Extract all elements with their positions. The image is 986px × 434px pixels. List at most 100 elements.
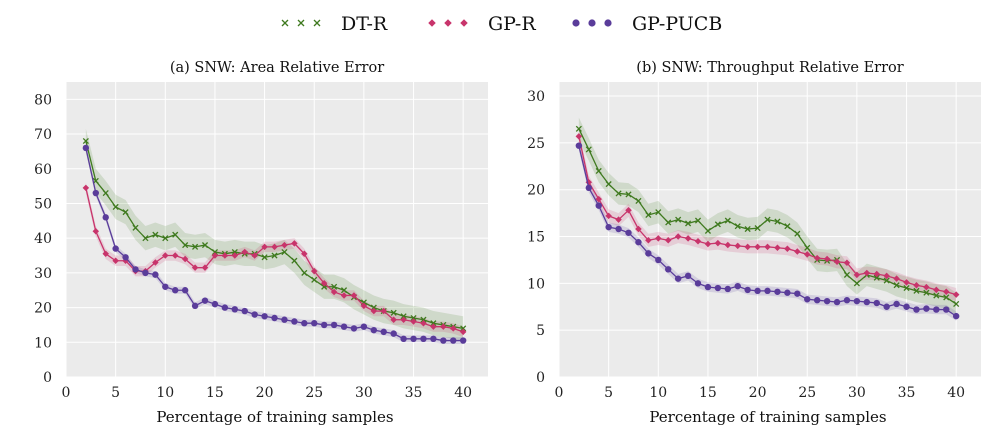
data-point-gp-r	[952, 291, 960, 298]
data-point-gp-pucb	[823, 297, 831, 305]
data-point-gp-r	[340, 292, 348, 299]
data-point-gp-pucb	[430, 335, 437, 343]
data-point-gp-pucb	[311, 320, 318, 327]
data-point-gp-pucb	[211, 300, 219, 308]
data-point-gp-r	[595, 195, 602, 203]
data-point-gp-r	[410, 318, 417, 325]
chart-panel-b: (b) SNW: Throughput Relative Error 0 5 10 15…	[527, 60, 981, 426]
data-point-gp-r	[370, 307, 378, 315]
data-point-gp-r	[823, 255, 831, 263]
chart-title: (b) SNW: Throughput Relative Error	[636, 60, 903, 76]
data-point-gp-pucb	[241, 307, 248, 315]
data-point-gp-r	[191, 264, 199, 271]
chart-panel-a: (a) SNW: Area Relative Error010203040506…	[34, 60, 488, 426]
y-tick-label: 30	[527, 89, 545, 105]
x-tick-label: 5	[604, 385, 613, 401]
data-point-dt-r	[211, 248, 219, 256]
x-tick-label: 25	[305, 385, 323, 401]
data-point-gp-r	[942, 288, 950, 296]
data-point-gp-pucb	[933, 306, 940, 313]
legend-label-gp-r: GP-R	[488, 13, 536, 35]
data-point-dt-r	[923, 289, 930, 296]
data-point-dt-r	[685, 220, 692, 227]
data-point-gp-pucb	[350, 325, 358, 332]
data-point-gp-pucb	[340, 323, 348, 330]
data-point-gp-pucb	[615, 225, 622, 233]
data-point-gp-r	[803, 251, 811, 258]
data-point-dt-r	[301, 269, 308, 276]
data-point-dt-r	[575, 125, 582, 132]
x-tick-label: 0	[555, 385, 564, 401]
data-point-gp-pucb	[271, 314, 278, 322]
data-point-dt-r	[162, 235, 169, 242]
data-point-gp-pucb	[784, 289, 791, 296]
data-point-dt-r	[311, 276, 318, 283]
legend-marker-gp-pucb	[604, 19, 612, 27]
data-point-gp-r	[635, 225, 642, 233]
data-point-gp-pucb	[724, 285, 731, 293]
y-tick-label: 0	[536, 370, 545, 386]
data-point-gp-r	[241, 248, 248, 256]
data-point-gp-pucb	[585, 184, 592, 192]
data-point-gp-pucb	[221, 304, 229, 311]
data-point-gp-r	[320, 280, 328, 287]
data-point-dt-r	[390, 309, 397, 316]
data-point-dt-r	[605, 181, 612, 188]
data-point-gp-pucb	[575, 142, 583, 149]
data-point-dt-r	[774, 218, 781, 225]
data-point-gp-r	[152, 259, 159, 266]
data-point-dt-r	[873, 274, 880, 281]
data-point-gp-pucb	[813, 297, 821, 304]
data-point-gp-r	[112, 257, 119, 264]
data-point-gp-pucb	[450, 337, 457, 344]
data-point-gp-pucb	[863, 298, 871, 306]
data-point-gp-pucb	[152, 271, 159, 278]
data-point-gp-r	[694, 237, 702, 245]
data-point-gp-pucb	[704, 283, 712, 291]
data-point-gp-pucb	[191, 302, 199, 310]
data-point-gp-r	[449, 325, 457, 332]
data-point-gp-r	[784, 245, 791, 252]
data-point-gp-r	[625, 207, 632, 214]
data-point-gp-r	[933, 286, 940, 294]
data-point-dt-r	[192, 243, 199, 250]
confidence-band-gp-pucb	[578, 141, 957, 321]
data-point-dt-r	[913, 287, 920, 294]
data-point-dt-r	[754, 225, 761, 232]
data-point-dt-r	[231, 248, 238, 256]
data-point-gp-r	[459, 328, 467, 336]
data-point-gp-pucb	[132, 266, 139, 273]
data-point-gp-r	[281, 241, 288, 249]
legend-marker-gp-r	[428, 19, 436, 27]
data-point-gp-pucb	[251, 311, 258, 318]
data-point-dt-r	[784, 223, 791, 230]
data-point-gp-pucb	[734, 282, 741, 290]
y-tick-label: 80	[34, 92, 52, 108]
data-point-dt-r	[82, 137, 89, 145]
data-point-gp-r	[171, 252, 179, 259]
y-tick-label: 60	[34, 162, 52, 178]
x-tick-label: 40	[454, 385, 472, 401]
data-point-dt-r	[903, 284, 910, 292]
data-point-dt-r	[635, 197, 642, 204]
data-point-dt-r	[281, 248, 288, 256]
data-point-gp-pucb	[645, 250, 652, 257]
data-point-gp-pucb	[281, 316, 288, 323]
data-point-gp-r	[221, 252, 229, 259]
data-point-gp-pucb	[893, 300, 900, 308]
data-point-gp-r	[863, 269, 871, 277]
data-point-gp-pucb	[102, 214, 109, 221]
data-point-gp-pucb	[459, 337, 467, 344]
data-point-gp-r	[162, 252, 169, 259]
data-point-dt-r	[182, 242, 189, 249]
data-point-gp-r	[833, 258, 841, 266]
y-tick-label: 40	[34, 231, 52, 247]
data-point-gp-pucb	[201, 297, 209, 304]
data-point-gp-pucb	[923, 305, 930, 312]
data-point-dt-r	[615, 190, 622, 197]
data-point-gp-pucb	[804, 296, 811, 303]
data-point-gp-pucb	[595, 202, 602, 209]
data-point-gp-r	[893, 275, 900, 282]
data-point-gp-pucb	[655, 256, 662, 264]
x-axis-label: Percentage of training samples	[156, 408, 393, 426]
